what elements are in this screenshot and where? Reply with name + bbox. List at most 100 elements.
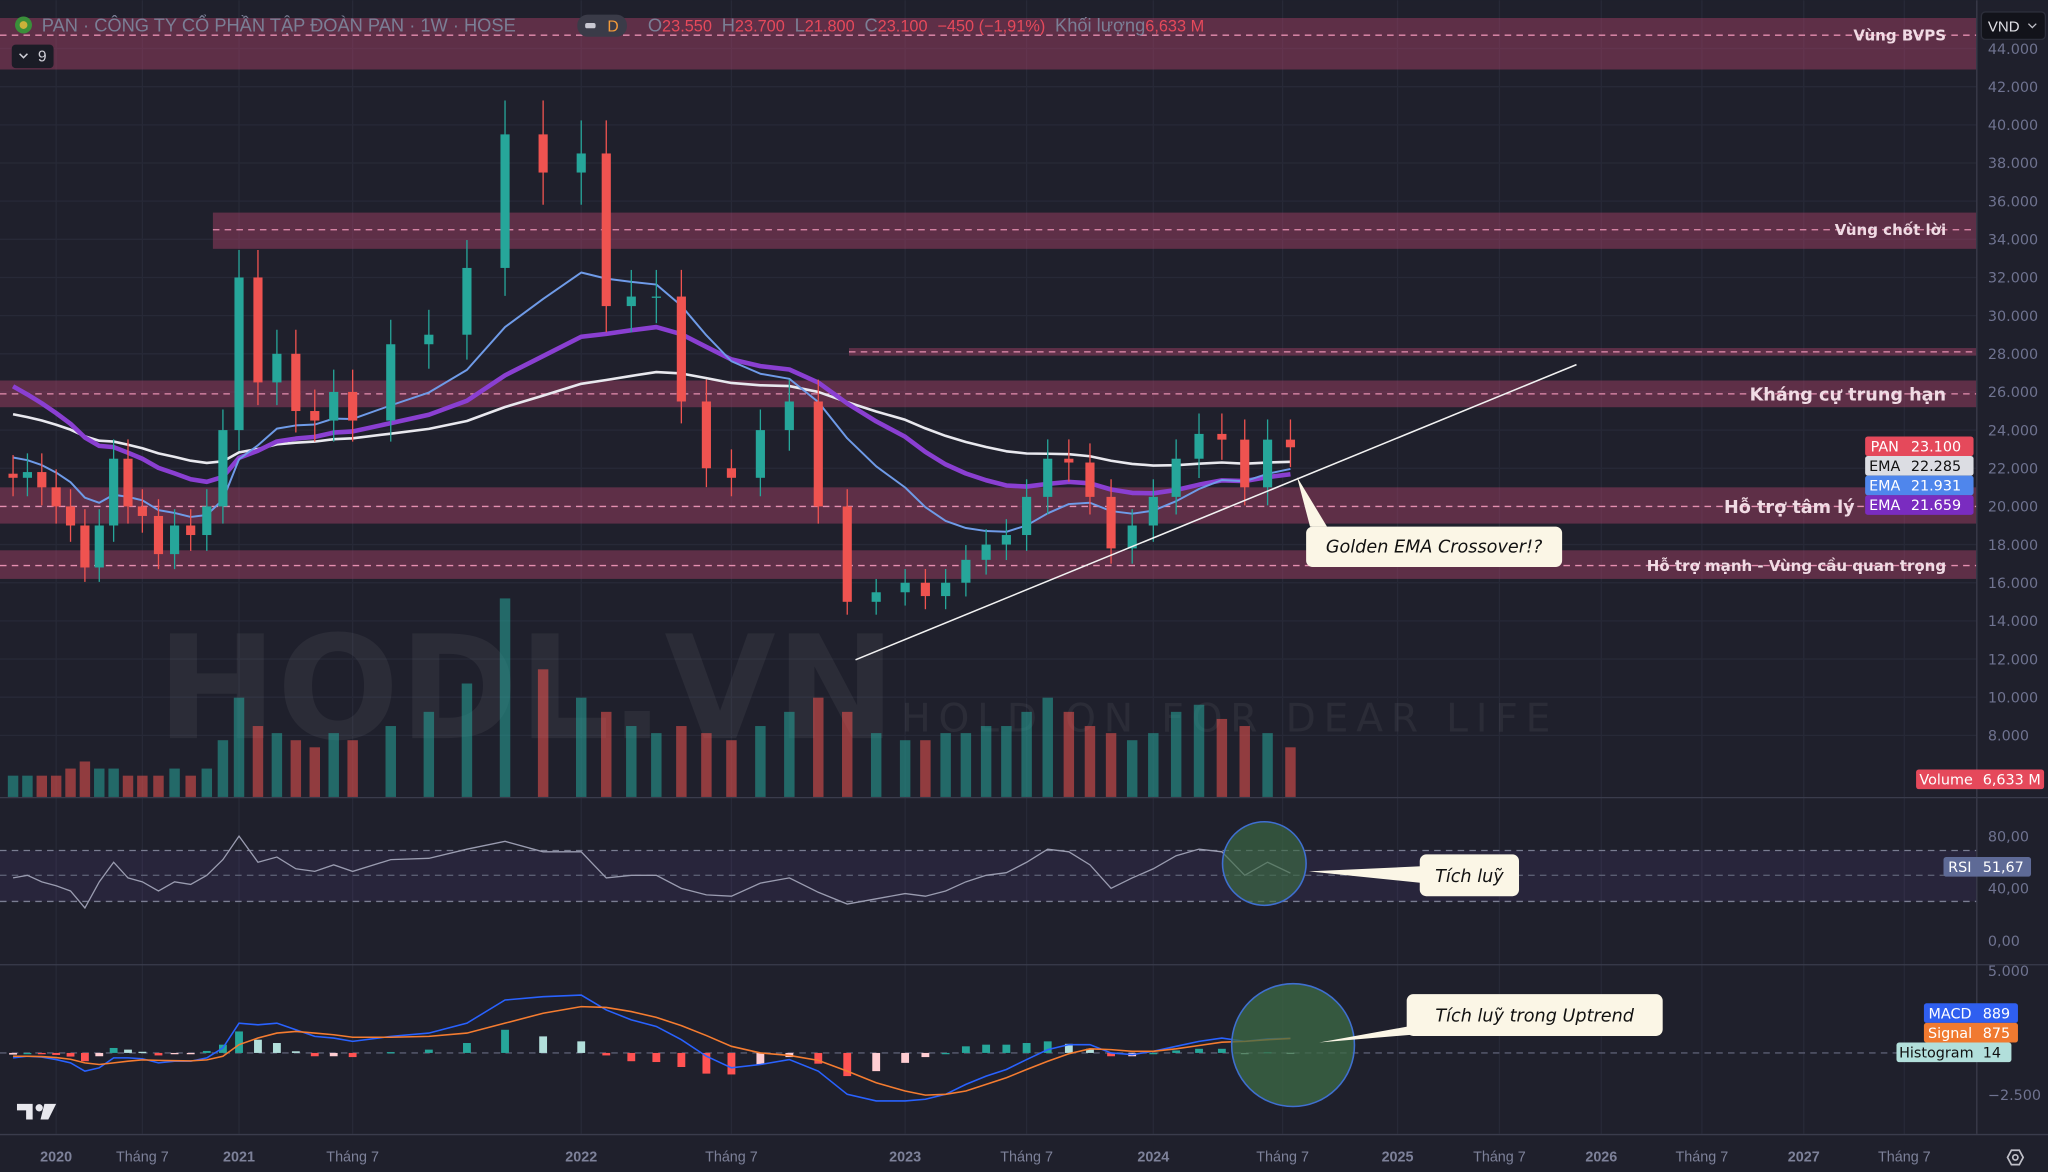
- time-tick-label: 2023: [889, 1149, 921, 1165]
- candle: [202, 489, 212, 551]
- volume-bar: [920, 740, 931, 797]
- time-tick-label: Tháng 7: [1000, 1149, 1053, 1165]
- callout-pointer: [1319, 1025, 1414, 1043]
- close-value: 23.100: [878, 18, 928, 36]
- volume-bar: [201, 768, 213, 797]
- tradingview-logo[interactable]: [16, 1103, 57, 1120]
- rsi-line: [12, 834, 1291, 910]
- trendline[interactable]: [855, 363, 1577, 661]
- ema-fast-line: [12, 271, 1291, 533]
- candle-body: [22, 472, 32, 478]
- rsi-annotation[interactable]: Tích luỹ: [1221, 820, 1520, 907]
- volume-bar: [94, 768, 105, 797]
- market-status-badge[interactable]: [577, 14, 627, 37]
- volume-bar: [842, 711, 853, 797]
- candle-body: [462, 267, 472, 335]
- macd-annotation[interactable]: Tích luỹ trong Uptrend: [1230, 982, 1663, 1108]
- histogram-bar: [727, 1052, 736, 1075]
- candle-body: [871, 592, 881, 602]
- volume-bar: [309, 747, 320, 797]
- volume-bar: [813, 697, 824, 797]
- histogram-bar: [961, 1046, 970, 1053]
- candle: [920, 568, 930, 610]
- currency-value: VND: [1988, 19, 2020, 36]
- time-tick-label: 2026: [1585, 1149, 1617, 1165]
- golden-callout[interactable]: Golden EMA Crossover!?: [1296, 476, 1563, 568]
- candle-body: [348, 391, 358, 421]
- volume-bar: [79, 761, 91, 797]
- time-tick-label: Tháng 7: [1473, 1149, 1526, 1165]
- histogram-tag-value: 14: [1983, 1046, 2001, 1062]
- volume-bar: [461, 683, 473, 797]
- ema-tag-value: 22.285: [1911, 459, 1961, 475]
- candle: [65, 489, 76, 542]
- candle-body: [253, 277, 263, 383]
- rsi-callout-text: Tích luỹ: [1435, 867, 1504, 887]
- time-tick-label: Tháng 7: [1256, 1149, 1309, 1165]
- volume-bar: [1105, 733, 1117, 797]
- candle: [386, 319, 396, 442]
- volume-bar: [651, 733, 662, 797]
- histogram-bar: [386, 1052, 395, 1054]
- volume-bar: [499, 598, 511, 797]
- candle-body: [1217, 433, 1227, 440]
- histogram-bar: [814, 1052, 823, 1064]
- price-tick-label: 44.000: [1988, 42, 2038, 58]
- volume-bar: [576, 697, 587, 797]
- histogram-bar: [1043, 1041, 1052, 1053]
- candle-body: [920, 582, 930, 597]
- time-tick-label: Tháng 7: [705, 1149, 758, 1165]
- chevron-down-icon: [2027, 23, 2037, 29]
- candle-body: [386, 344, 396, 421]
- time-tick-label: 2025: [1382, 1149, 1414, 1165]
- candle-body: [626, 296, 636, 307]
- ema-tag-label: EMA: [1869, 498, 1900, 514]
- volume-bar: [169, 768, 180, 797]
- rsi-tick-label: 0,00: [1988, 934, 2020, 950]
- callout-pointer: [1308, 866, 1424, 884]
- symbol-title[interactable]: PAN · CÔNG TY CỔ PHẦN TẬP ĐOÀN PAN · 1W …: [42, 15, 516, 36]
- signal-line: [13, 1005, 1291, 1096]
- zone-band: [848, 348, 1977, 356]
- price-tags: PAN 23.100 EMA 22.285 EMA 21.931 EMA 21.659 Volu…: [1865, 436, 2045, 1063]
- histogram-bar: [23, 1052, 32, 1055]
- rsi-tick-label: 40,00: [1988, 882, 2029, 898]
- histogram-bar: [463, 1043, 471, 1053]
- market-closed-icon: [585, 23, 596, 29]
- low-label: L: [795, 15, 805, 36]
- candle: [676, 269, 686, 424]
- candle: [601, 120, 611, 333]
- candle-body: [701, 401, 711, 469]
- candle: [291, 329, 301, 433]
- volume-bar: [290, 740, 302, 797]
- time-tick-label: Tháng 7: [326, 1149, 379, 1165]
- zone-band: [212, 212, 1977, 249]
- rsi-tick-label: 80,00: [1988, 829, 2029, 845]
- ema-tag: [1865, 475, 1974, 496]
- candle-body: [310, 411, 320, 421]
- histogram-bar: [235, 1031, 243, 1053]
- candle: [424, 309, 434, 369]
- price-tick-label: 24.000: [1988, 423, 2038, 439]
- collapse-indicators-button[interactable]: 9: [11, 44, 54, 69]
- settings-button[interactable]: [2006, 1149, 2025, 1166]
- volume-bar: [1001, 726, 1012, 797]
- candle: [462, 240, 472, 360]
- volume-bar: [1021, 711, 1032, 797]
- signal-tag: [1923, 1022, 2018, 1043]
- rsi-pane: [12, 834, 1291, 910]
- candle-body: [651, 296, 661, 298]
- callout-box: [1419, 854, 1520, 897]
- histogram-bar: [291, 1051, 300, 1053]
- ema-slow-line: [12, 370, 1291, 467]
- candle: [109, 439, 119, 542]
- ema-tag-label: EMA: [1869, 479, 1900, 495]
- volume-bar: [385, 726, 396, 797]
- zone-label: Kháng cự trung hạn: [1750, 385, 1946, 405]
- currency-dropdown[interactable]: VND: [1980, 11, 2047, 41]
- zone-band: [0, 18, 1977, 70]
- histogram-bar: [872, 1052, 881, 1072]
- close-label: C: [864, 15, 877, 36]
